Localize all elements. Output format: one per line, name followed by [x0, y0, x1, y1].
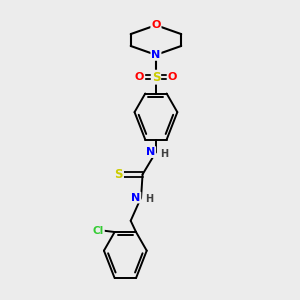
Text: O: O [135, 72, 144, 82]
Text: N: N [131, 193, 140, 202]
Text: H: H [160, 148, 168, 159]
Text: Cl: Cl [93, 226, 104, 236]
Text: O: O [168, 72, 177, 82]
Text: H: H [145, 194, 154, 204]
Text: S: S [152, 71, 160, 84]
Text: N: N [151, 50, 160, 60]
Text: S: S [115, 168, 123, 181]
Text: N: N [146, 147, 155, 157]
Text: O: O [151, 20, 160, 30]
